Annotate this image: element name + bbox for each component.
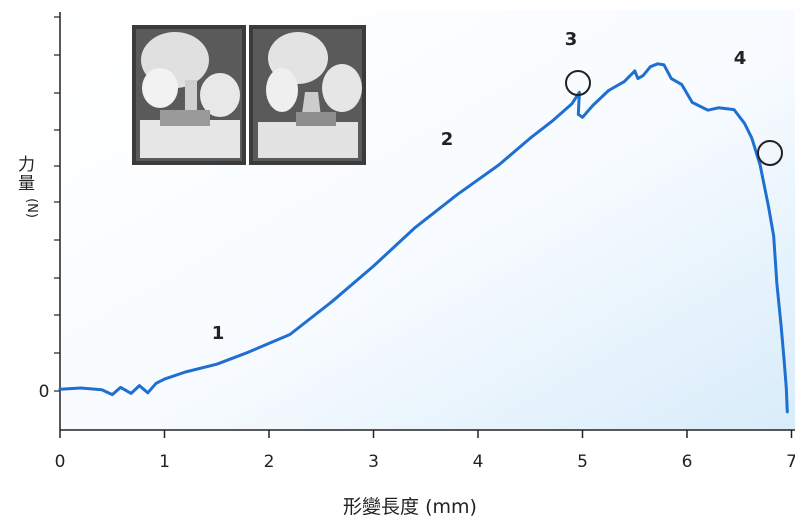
x-tick-label-7: 7 [786, 452, 795, 472]
x-tick-label-1: 1 [159, 452, 170, 472]
failure-marker-2 [757, 140, 783, 166]
y-axis-unit: (N) [24, 198, 39, 218]
x-axis-ticks [59, 430, 793, 438]
annotation-1: 1 [212, 323, 225, 344]
x-tick-label-5: 5 [577, 452, 588, 472]
inset-photo-left [132, 25, 246, 165]
y-zero-label: 0 [39, 382, 50, 402]
annotation-2: 2 [441, 129, 454, 150]
inset-photo-right [249, 25, 366, 165]
x-axis-label: 形變長度 (mm) [343, 496, 477, 518]
x-tick-label-6: 6 [682, 452, 693, 472]
x-tick-label-2: 2 [264, 452, 275, 472]
x-tick-labels: 0 1 2 3 4 5 6 7 [55, 452, 795, 472]
x-tick-label-3: 3 [368, 452, 379, 472]
failure-marker-1 [565, 70, 591, 96]
annotation-3: 3 [565, 29, 578, 50]
x-tick-label-4: 4 [473, 452, 484, 472]
y-axis-label: 力量 [14, 155, 35, 193]
force-curve [58, 62, 789, 414]
x-tick-label-0: 0 [55, 452, 66, 472]
annotation-4: 4 [734, 48, 747, 69]
y-axis-ticks [54, 16, 60, 392]
